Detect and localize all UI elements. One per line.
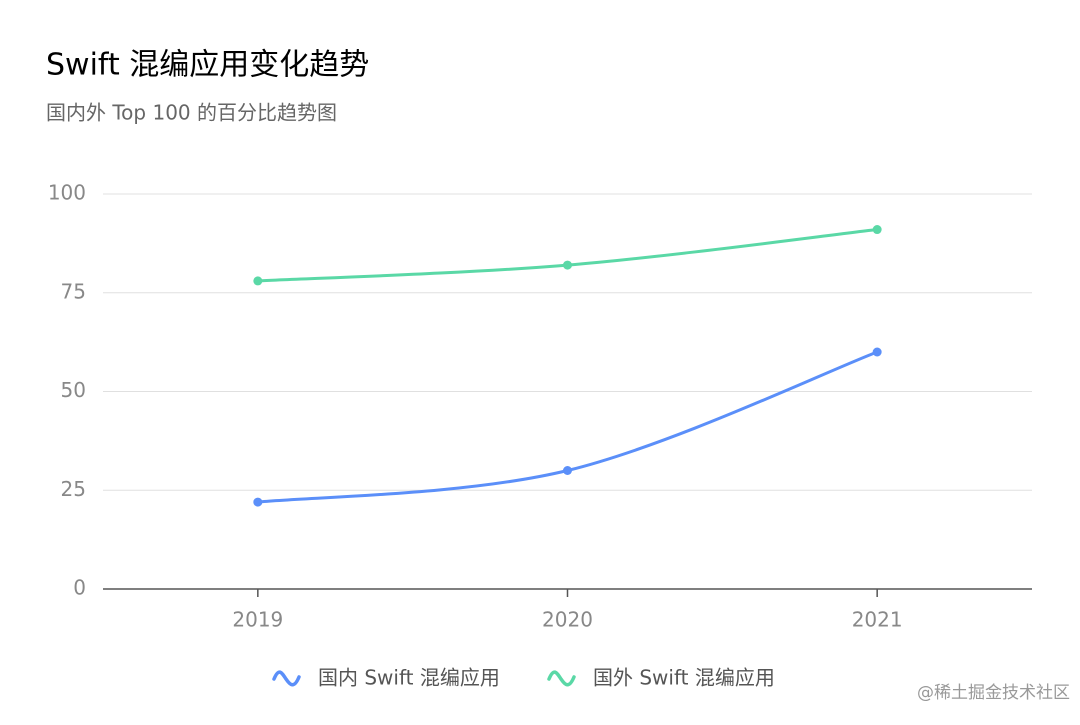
legend-label: 国外 Swift 混编应用	[593, 666, 775, 690]
point	[253, 276, 263, 286]
y-tick-label: 100	[48, 181, 86, 205]
point	[253, 497, 263, 507]
legend-label: 国内 Swift 混编应用	[318, 666, 500, 690]
legend-icon	[547, 670, 576, 687]
point	[563, 466, 572, 475]
watermark: @稀土掘金技术社区	[917, 683, 1070, 703]
series-line	[257, 350, 878, 504]
x-tick-label: 2019	[232, 608, 283, 632]
y-tick-label: 75	[61, 279, 86, 303]
x-tick-label: 2020	[542, 608, 593, 632]
series-line	[257, 228, 878, 283]
chart-subtitle: 国内外 Top 100 的百分比趋势图	[46, 101, 337, 125]
chart-title: Swift 混编应用变化趋势	[46, 48, 369, 83]
y-tick-label: 0	[73, 576, 86, 600]
point	[563, 260, 572, 270]
point	[872, 225, 882, 235]
y-tick-label: 50	[61, 378, 86, 402]
point	[872, 347, 882, 357]
y-tick-label: 25	[61, 477, 86, 501]
x-tick-label: 2021	[852, 608, 903, 632]
legend-icon	[272, 670, 301, 687]
